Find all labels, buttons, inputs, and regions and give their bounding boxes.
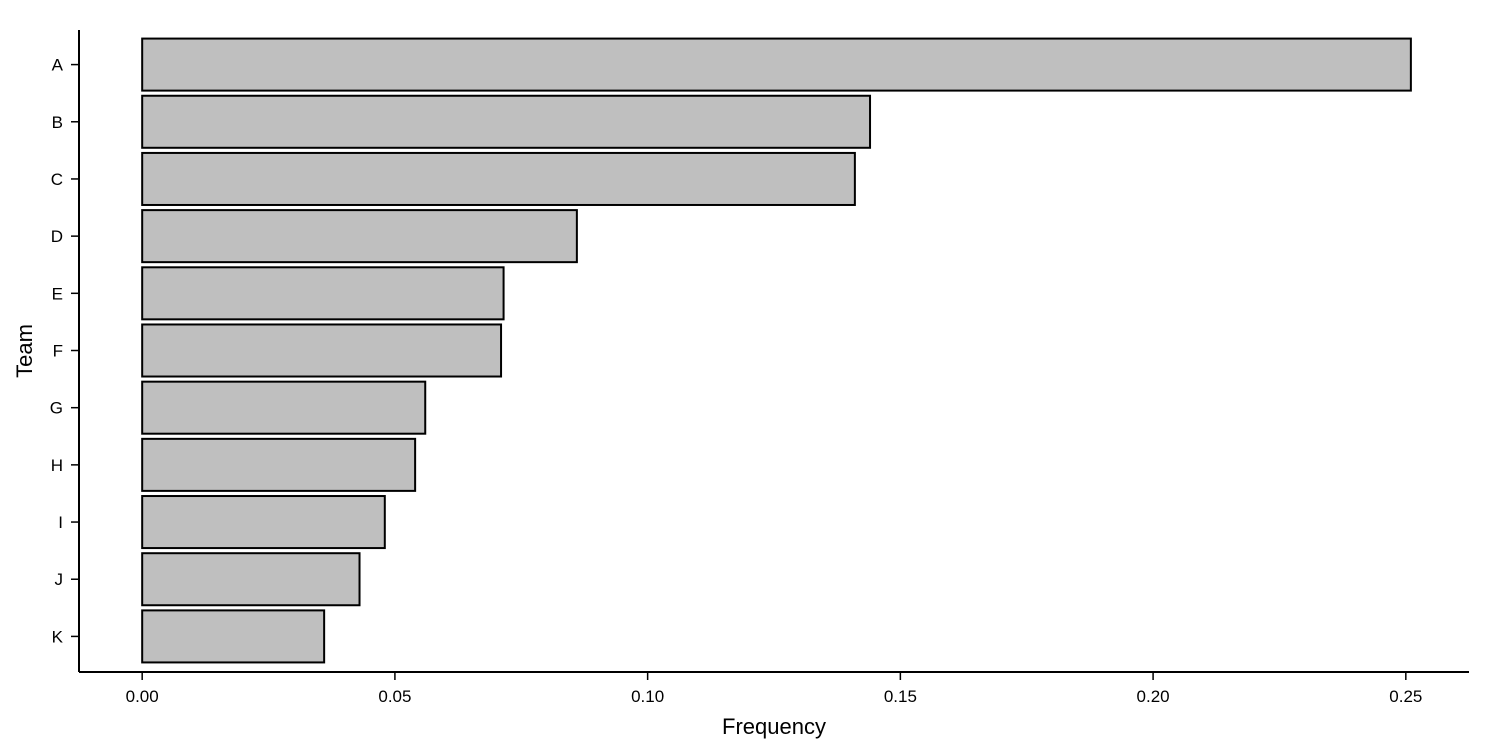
y-axis-title: Team: [12, 324, 37, 378]
x-tick-label: 0.15: [884, 687, 917, 706]
y-tick-label: H: [51, 456, 63, 475]
y-tick-label: B: [52, 113, 63, 132]
bar-d: [141, 209, 578, 264]
y-tick-label: A: [52, 56, 64, 75]
y-tick-label: J: [55, 570, 64, 589]
y-tick-label: D: [51, 227, 63, 246]
bar-i: [141, 495, 386, 550]
x-tick-label: 0.05: [378, 687, 411, 706]
x-tick-label: 0.10: [631, 687, 664, 706]
y-tick-label: G: [50, 399, 63, 418]
x-tick-label: 0.25: [1389, 687, 1422, 706]
bar-f: [141, 323, 503, 378]
y-tick-label: E: [52, 284, 63, 303]
bar-g: [141, 380, 427, 435]
y-tick-label: F: [53, 342, 63, 361]
x-axis-title: Frequency: [722, 714, 826, 739]
x-tick-label: 0.00: [126, 687, 159, 706]
bar-a: [141, 37, 1412, 92]
bar-b: [141, 94, 872, 149]
y-tick-label: C: [51, 170, 63, 189]
bar-c: [141, 151, 856, 206]
y-tick-label: K: [52, 627, 64, 646]
bar-k: [141, 609, 326, 664]
x-tick-label: 0.20: [1137, 687, 1170, 706]
x-ticks-group: 0.00 0.05 0.10 0.15 0.20 0.25: [126, 672, 1422, 706]
bars-group: [141, 37, 1412, 664]
y-ticks-group: A B C D E F G H I J K: [50, 56, 79, 646]
bar-j: [141, 552, 361, 607]
bar-h: [141, 437, 417, 492]
bar-e: [141, 266, 505, 321]
y-tick-label: I: [58, 513, 63, 532]
